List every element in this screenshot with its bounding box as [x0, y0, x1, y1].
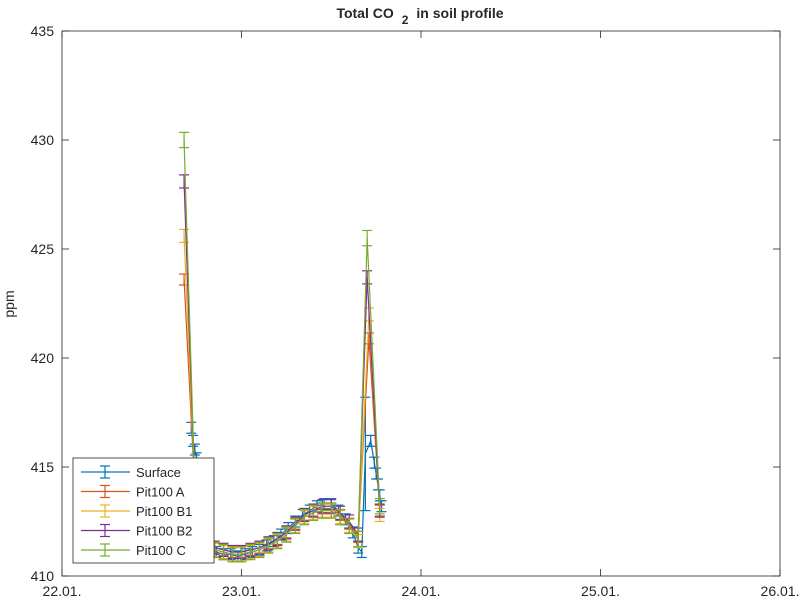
error-bar [344, 517, 355, 535]
x-tick-label: 26.01. [761, 583, 800, 599]
series-pit100-c [179, 131, 385, 563]
legend-label: Pit100 B2 [136, 524, 192, 539]
error-bar [308, 504, 319, 522]
error-bar [179, 131, 190, 149]
error-bar [218, 543, 229, 561]
error-bar [335, 508, 346, 526]
error-bar [227, 545, 238, 563]
y-tick-label: 430 [31, 132, 55, 148]
x-tick-label: 25.01. [581, 583, 620, 599]
error-bar [179, 174, 190, 189]
y-tick-label: 425 [31, 241, 55, 257]
y-axis-label: ppm [1, 290, 17, 317]
series-line [183, 139, 381, 555]
error-bar [263, 537, 274, 554]
error-bar [245, 543, 256, 561]
chart-title: Total CO 2 in soil profile [336, 5, 503, 27]
x-tick-label: 23.01. [222, 583, 261, 599]
error-bar [281, 526, 292, 543]
error-bar [326, 502, 337, 519]
legend: Surface Pit100 A Pit100 B1 Pit100 B2 Pit100 … [72, 457, 215, 564]
x-tick-label: 22.01. [43, 583, 82, 599]
error-bar [317, 502, 328, 519]
error-bar [365, 434, 376, 447]
legend-label: Pit100 A [136, 485, 185, 500]
series-line [183, 181, 381, 553]
error-bar [362, 270, 373, 285]
error-bar [272, 532, 283, 550]
x-tick-label: 24.01. [402, 583, 441, 599]
error-bar [362, 229, 373, 247]
y-tick-label: 420 [31, 350, 55, 366]
error-bar [236, 545, 247, 563]
legend-item: Surface [81, 465, 181, 480]
y-tick-label: 410 [31, 568, 55, 584]
legend-item: Pit100 C [81, 543, 186, 558]
error-bar [299, 508, 310, 526]
error-bar [376, 500, 387, 513]
y-tick-label: 415 [31, 459, 55, 475]
y-tick-label: 435 [31, 23, 55, 39]
legend-label: Pit100 B1 [136, 504, 192, 519]
error-bar [374, 498, 385, 515]
error-bar [290, 517, 301, 535]
legend-item: Pit100 A [81, 485, 185, 500]
legend-item: Pit100 B1 [81, 504, 192, 519]
legend-item: Pit100 B2 [81, 524, 192, 539]
legend-label: Surface [136, 465, 181, 480]
error-bar [353, 530, 364, 548]
error-bar [254, 541, 265, 559]
legend-label: Pit100 C [136, 543, 186, 558]
